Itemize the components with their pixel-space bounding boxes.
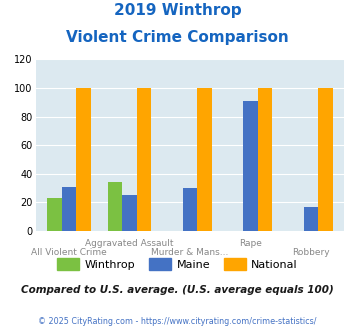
Text: Robbery: Robbery: [292, 248, 330, 257]
Text: Murder & Mans...: Murder & Mans...: [151, 248, 229, 257]
Bar: [108, 182, 122, 231]
Bar: [304, 207, 318, 231]
Text: 2019 Winthrop: 2019 Winthrop: [114, 3, 241, 18]
Text: © 2025 CityRating.com - https://www.cityrating.com/crime-statistics/: © 2025 CityRating.com - https://www.city…: [38, 317, 317, 326]
Bar: [197, 88, 212, 231]
Bar: [183, 188, 197, 231]
Bar: [61, 187, 76, 231]
Bar: [47, 198, 61, 231]
Bar: [318, 88, 333, 231]
Text: All Violent Crime: All Violent Crime: [31, 248, 107, 257]
Bar: [243, 101, 258, 231]
Text: Rape: Rape: [239, 239, 262, 248]
Bar: [122, 195, 137, 231]
Bar: [258, 88, 272, 231]
Bar: [76, 88, 91, 231]
Text: Aggravated Assault: Aggravated Assault: [85, 239, 174, 248]
Text: Compared to U.S. average. (U.S. average equals 100): Compared to U.S. average. (U.S. average …: [21, 285, 334, 295]
Text: Violent Crime Comparison: Violent Crime Comparison: [66, 30, 289, 45]
Legend: Winthrop, Maine, National: Winthrop, Maine, National: [53, 254, 302, 274]
Bar: [137, 88, 151, 231]
